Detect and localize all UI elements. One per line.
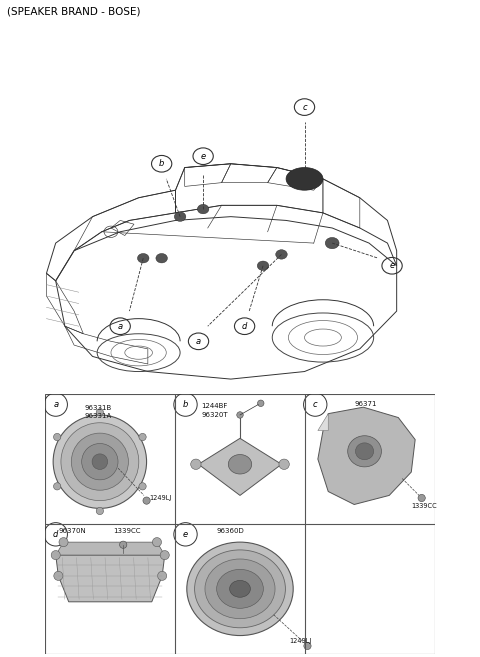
Text: 1244BF: 1244BF xyxy=(201,403,228,409)
Circle shape xyxy=(279,459,289,470)
Circle shape xyxy=(191,459,201,470)
Ellipse shape xyxy=(286,168,323,191)
Text: a: a xyxy=(196,337,201,346)
Ellipse shape xyxy=(194,550,286,628)
Ellipse shape xyxy=(228,455,252,474)
Circle shape xyxy=(257,400,264,407)
Circle shape xyxy=(160,551,169,560)
Text: a: a xyxy=(53,400,58,409)
Polygon shape xyxy=(198,438,282,495)
Text: c: c xyxy=(302,102,307,112)
Circle shape xyxy=(54,572,63,580)
Circle shape xyxy=(143,497,150,504)
Polygon shape xyxy=(318,414,328,430)
Text: b: b xyxy=(159,159,164,168)
Circle shape xyxy=(96,409,104,416)
Circle shape xyxy=(120,541,127,549)
Circle shape xyxy=(53,415,146,509)
Text: 1249LJ: 1249LJ xyxy=(289,638,312,644)
Text: e: e xyxy=(389,261,395,270)
Circle shape xyxy=(82,443,118,480)
Circle shape xyxy=(325,237,339,249)
Polygon shape xyxy=(318,407,415,505)
Text: 96370N: 96370N xyxy=(59,528,86,534)
Circle shape xyxy=(139,434,146,441)
Circle shape xyxy=(72,433,129,490)
Circle shape xyxy=(304,643,311,650)
Text: 96320T: 96320T xyxy=(201,412,228,418)
Circle shape xyxy=(276,250,287,259)
Circle shape xyxy=(139,483,146,490)
Circle shape xyxy=(54,483,61,490)
Text: d: d xyxy=(53,530,59,539)
Text: (SPEAKER BRAND - BOSE): (SPEAKER BRAND - BOSE) xyxy=(7,7,141,16)
Circle shape xyxy=(237,412,243,419)
Circle shape xyxy=(59,537,68,547)
Circle shape xyxy=(418,494,425,502)
Ellipse shape xyxy=(205,559,275,619)
Circle shape xyxy=(157,572,167,580)
Ellipse shape xyxy=(187,542,293,635)
Text: 96371: 96371 xyxy=(354,401,377,407)
Text: 1339CC: 1339CC xyxy=(411,503,437,509)
Text: c: c xyxy=(313,400,318,409)
Circle shape xyxy=(54,434,61,441)
Polygon shape xyxy=(56,555,165,602)
Circle shape xyxy=(153,537,161,547)
Text: 96331A: 96331A xyxy=(84,413,111,419)
Circle shape xyxy=(137,254,149,263)
Ellipse shape xyxy=(229,580,251,597)
Text: a: a xyxy=(118,322,123,330)
Circle shape xyxy=(92,454,108,470)
Text: 96331B: 96331B xyxy=(84,405,111,411)
Ellipse shape xyxy=(348,436,382,467)
Circle shape xyxy=(257,261,269,271)
Circle shape xyxy=(51,551,60,560)
Text: b: b xyxy=(183,400,188,409)
Text: 96360D: 96360D xyxy=(216,528,244,534)
Polygon shape xyxy=(56,542,165,555)
Text: 1339CC: 1339CC xyxy=(113,528,140,534)
Circle shape xyxy=(174,212,186,221)
Circle shape xyxy=(96,507,104,514)
Circle shape xyxy=(156,254,168,263)
Text: d: d xyxy=(242,322,247,330)
Circle shape xyxy=(61,422,139,501)
Ellipse shape xyxy=(356,443,373,460)
Text: e: e xyxy=(201,152,206,161)
Ellipse shape xyxy=(216,570,264,608)
Circle shape xyxy=(197,204,209,214)
Text: e: e xyxy=(183,530,188,539)
Text: 1249LJ: 1249LJ xyxy=(149,495,171,501)
